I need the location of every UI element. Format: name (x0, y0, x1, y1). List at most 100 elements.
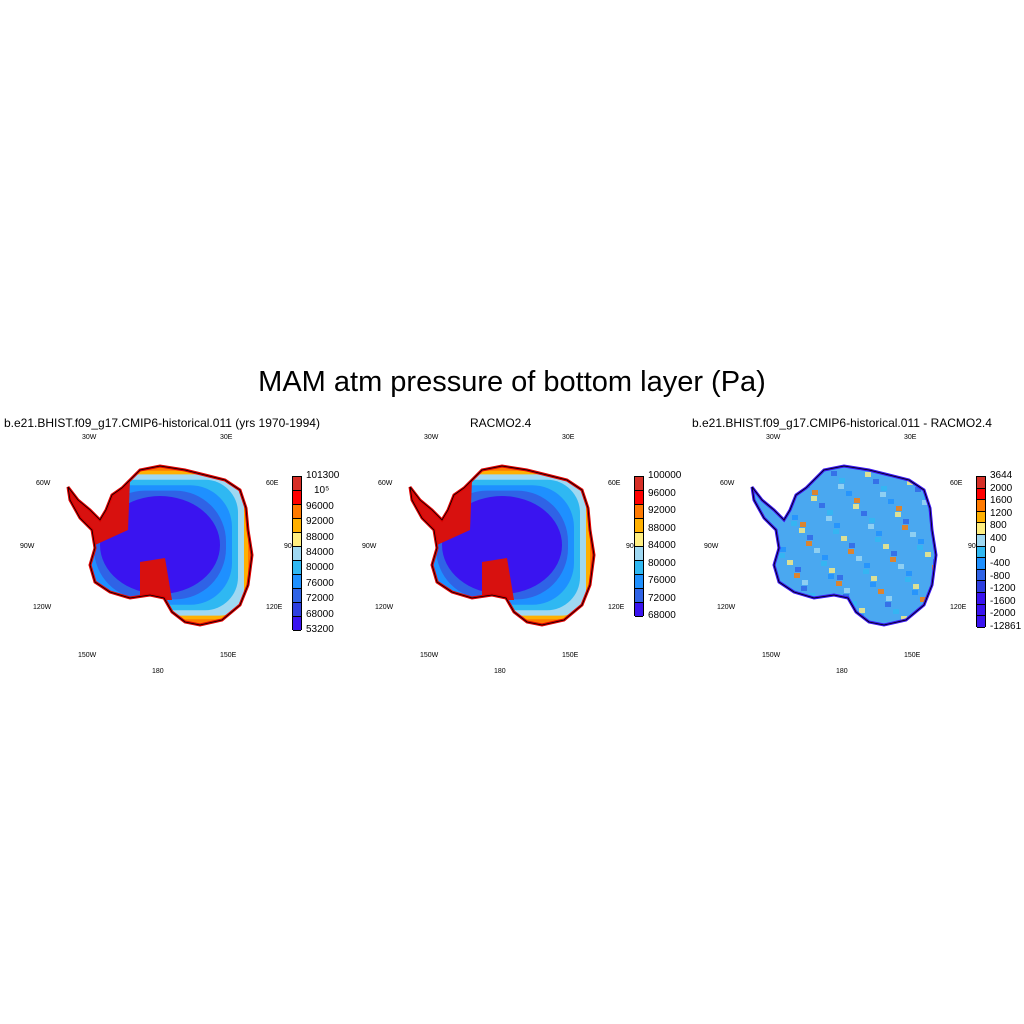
colorbar-swatch (977, 534, 985, 547)
colorbar-label: 80000 (648, 557, 676, 569)
difference-cell (927, 610, 933, 615)
colorbar-swatch (635, 589, 643, 603)
colorbar-swatch (635, 603, 643, 617)
difference-cell (846, 491, 852, 496)
difference-cell (905, 577, 911, 582)
longitude-label: 60W (720, 480, 735, 487)
difference-cell (780, 547, 786, 552)
difference-cell (763, 469, 769, 474)
longitude-label: 90W (704, 543, 719, 550)
difference-cell (799, 528, 805, 533)
difference-cell (834, 523, 840, 528)
colorbar-swatch (977, 546, 985, 559)
panel-difference: b.e21.BHIST.f09_g17.CMIP6-historical.011… (684, 412, 1024, 682)
colorbar-swatch (977, 604, 985, 617)
difference-cell (922, 500, 928, 505)
difference-cell (792, 515, 798, 520)
difference-cell (821, 561, 827, 566)
colorbar-swatch (635, 533, 643, 547)
longitude-label: 30W (82, 434, 97, 441)
difference-cell (838, 484, 844, 489)
colorbar-swatch (293, 589, 301, 603)
colorbar-swatch (977, 488, 985, 501)
difference-cell (782, 605, 788, 610)
difference-cell (765, 527, 771, 532)
colorbar-label: 1200 (990, 507, 1013, 519)
colorbar-swatch (293, 561, 301, 575)
difference-cell (876, 531, 882, 536)
difference-cell (806, 541, 812, 546)
difference-cell (870, 582, 876, 587)
difference-cell (868, 524, 874, 529)
colorbar-swatch (977, 511, 985, 524)
difference-cell (774, 598, 780, 603)
colorbar-label: 84000 (306, 547, 334, 558)
difference-cell (851, 601, 857, 606)
longitude-label: 180 (152, 668, 164, 675)
difference-cell (896, 506, 902, 511)
difference-cell (849, 543, 855, 548)
difference-cell (848, 549, 854, 554)
colorbar-label: 92000 (306, 516, 334, 528)
colorbar-swatch (977, 569, 985, 582)
difference-cell (913, 584, 919, 589)
difference-cell (831, 471, 837, 476)
difference-cell (854, 498, 860, 503)
difference-cell (898, 564, 904, 569)
difference-cell (800, 522, 806, 527)
colorbar-swatch (293, 505, 301, 519)
difference-cell (900, 622, 906, 625)
colorbar-label: 10⁵ (314, 485, 330, 497)
difference-cell (777, 495, 783, 500)
colorbar-label: 92000 (648, 505, 676, 516)
difference-cell (863, 569, 869, 574)
ice-shelf-region (140, 558, 172, 600)
colorbar-label: 76000 (306, 577, 334, 589)
colorbar-swatch (635, 519, 643, 533)
colorbar-label: -800 (990, 570, 1011, 582)
difference-cell (880, 492, 886, 497)
longitude-label: 60E (608, 480, 621, 487)
difference-cell (859, 608, 865, 613)
colorbar-label: 88000 (648, 522, 676, 534)
colorbar-swatch (293, 603, 301, 617)
colorbar-swatch (977, 592, 985, 605)
difference-cell (814, 548, 820, 553)
difference-cell (796, 476, 802, 481)
difference-cell (871, 576, 877, 581)
difference-cell (759, 578, 765, 583)
colorbar-swatch (293, 617, 301, 631)
colorbar-label: 76000 (648, 575, 676, 586)
difference-cell (925, 552, 931, 557)
difference-cell (856, 556, 862, 561)
colorbar-label: 68000 (306, 608, 334, 620)
colorbar (292, 476, 302, 631)
colorbar-swatch (293, 491, 301, 505)
longitude-label: 180 (494, 668, 506, 675)
difference-cell (754, 468, 760, 473)
panel-racmo: RACMO2.4 30W 30E 60W 60E 90W 90E 120W 120E 150W 1… (342, 412, 683, 682)
colorbar-swatch (977, 500, 985, 512)
difference-cell (809, 593, 815, 598)
difference-cell (853, 504, 859, 509)
difference-cell (817, 600, 823, 605)
colorbar-swatch (293, 477, 301, 491)
difference-cell (807, 535, 813, 540)
panel-title: RACMO2.4 (470, 416, 532, 430)
colorbar-swatch (635, 561, 643, 575)
longitude-label: 60W (36, 480, 51, 487)
colorbar-label: -400 (990, 557, 1011, 569)
difference-cell (895, 512, 901, 517)
difference-cell (844, 588, 850, 593)
colorbar (976, 476, 986, 628)
ice-shelf-region (482, 558, 514, 600)
colorbar-swatch (635, 505, 643, 519)
colorbar-label: 0 (990, 545, 996, 557)
colorbar-swatch (635, 477, 643, 491)
longitude-label: 60W (378, 480, 393, 487)
coastline (751, 465, 937, 626)
colorbar-label: 84000 (648, 540, 676, 551)
difference-cell (915, 487, 921, 492)
difference-cell (762, 475, 768, 480)
difference-cell (829, 568, 835, 573)
